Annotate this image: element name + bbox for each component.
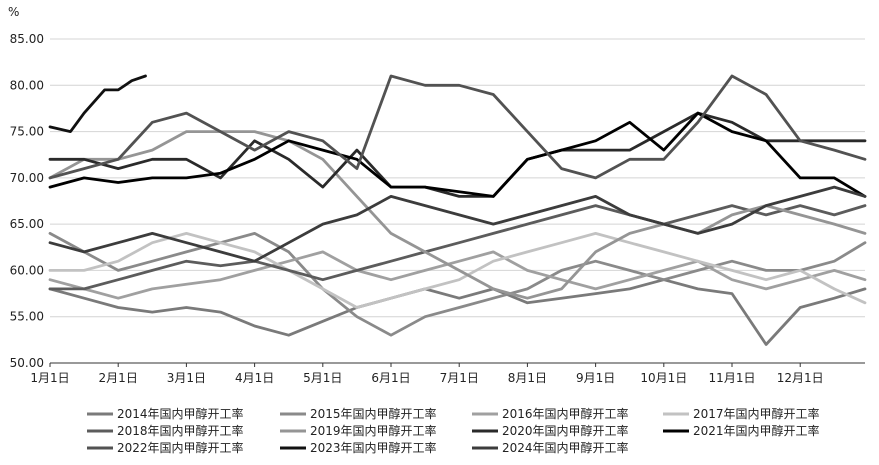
legend-label: 2020年国内甲醇开工率 — [502, 423, 629, 438]
x-axis-ticks: 1月1日 2月1日 3月1日 4月1日 5月1日 6月1日 7月1日 8月1日 9月1日 10月1… — [30, 363, 824, 385]
legend-label: 2014年国内甲醇开工率 — [117, 406, 244, 421]
x-tick-label: 8月1日 — [508, 371, 547, 385]
x-tick-label: 12月1日 — [777, 371, 824, 385]
series-line-10 — [48, 74, 147, 134]
x-tick-label: 3月1日 — [167, 371, 206, 385]
legend: 2014年国内甲醇开工率 2015年国内甲醇开工率 2016年国内甲醇开工率 2017… — [87, 406, 820, 455]
legend-label: 2015年国内甲醇开工率 — [310, 406, 437, 421]
series-line-7 — [48, 111, 867, 198]
y-tick-label: 80.00 — [10, 78, 44, 92]
series-line-5 — [48, 204, 867, 291]
x-tick-label: 6月1日 — [371, 371, 410, 385]
series-line-11 — [48, 185, 867, 263]
series-line-2 — [48, 231, 867, 337]
x-tick-label: 10月1日 — [640, 371, 687, 385]
x-tick-label: 2月1日 — [99, 371, 138, 385]
legend-label: 2019年国内甲醇开工率 — [310, 423, 437, 438]
legend-label: 2023年国内甲醇开工率 — [310, 440, 437, 455]
legend-label: 2018年国内甲醇开工率 — [117, 423, 244, 438]
legend-label: 2022年国内甲醇开工率 — [117, 440, 244, 455]
series-lines — [48, 74, 867, 346]
y-tick-label: 50.00 — [10, 356, 44, 370]
y-tick-label: 75.00 — [10, 125, 44, 139]
y-tick-label: 60.00 — [10, 263, 44, 277]
x-tick-label: 9月1日 — [576, 371, 615, 385]
y-axis-label: % — [8, 5, 19, 19]
series-line-1 — [48, 278, 867, 346]
x-tick-label: 1月1日 — [30, 371, 69, 385]
series-line-9 — [48, 74, 867, 180]
gridlines — [50, 38, 865, 364]
legend-label: 2016年国内甲醇开工率 — [502, 406, 629, 421]
x-tick-label: 5月1日 — [303, 371, 342, 385]
x-tick-label: 7月1日 — [440, 371, 479, 385]
x-tick-label: 11月1日 — [709, 371, 756, 385]
legend-label: 2021年国内甲醇开工率 — [693, 423, 820, 438]
series-line-8 — [48, 111, 867, 198]
y-tick-label: 85.00 — [10, 32, 44, 46]
x-tick-label: 4月1日 — [235, 371, 274, 385]
series-line-3 — [48, 250, 867, 300]
series-line-4 — [48, 231, 867, 309]
legend-label: 2024年国内甲醇开工率 — [502, 440, 629, 455]
y-axis-ticks: 85.00 80.00 75.00 70.00 65.00 60.00 55.00 50.00 — [10, 32, 44, 370]
series-line-6 — [48, 130, 867, 300]
y-tick-label: 70.00 — [10, 171, 44, 185]
y-tick-label: 55.00 — [10, 310, 44, 324]
y-tick-label: 65.00 — [10, 217, 44, 231]
legend-label: 2017年国内甲醇开工率 — [693, 406, 820, 421]
